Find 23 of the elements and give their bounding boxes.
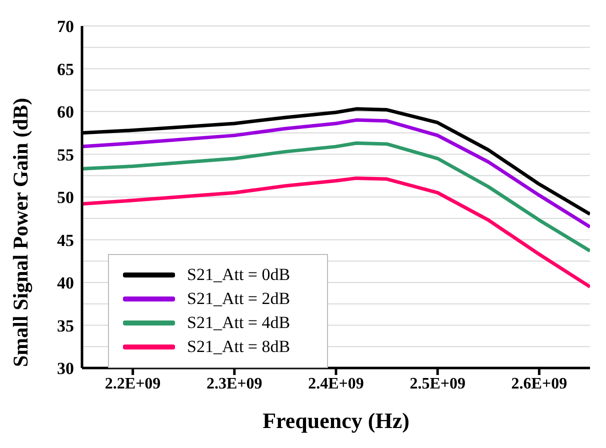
y-tick-label: 60 [57, 102, 74, 122]
x-tick-label: 2.4E+09 [308, 375, 364, 392]
x-tick-label: 2.5E+09 [410, 375, 466, 392]
y-tick-label: 50 [57, 188, 74, 208]
y-tick-label: 55 [57, 145, 74, 164]
x-axis-title: Frequency (Hz) [262, 408, 410, 433]
x-tick-label: 2.6E+09 [511, 375, 568, 392]
y-tick-label: 30 [57, 359, 74, 378]
y-tick-label: 70 [57, 17, 74, 36]
y-tick-label: 35 [57, 316, 74, 336]
y-tick-label: 45 [57, 230, 74, 250]
x-tick-label: 2.3E+09 [206, 375, 262, 392]
line-series [82, 176, 590, 289]
legend-label: S21_Att = 8dB [187, 336, 290, 358]
line-series [82, 118, 590, 229]
y-tick-label: 40 [57, 274, 74, 293]
y-axis-title: Small Signal Power Gain (dB) [8, 98, 32, 367]
legend-label: S21_Att = 2dB [187, 288, 290, 310]
x-tick-label: 2.2E+09 [104, 375, 161, 392]
line-series [82, 141, 590, 253]
y-tick-label: 65 [57, 60, 74, 79]
legend-label: S21_Att = 0dB [187, 264, 290, 286]
legend-label: S21_Att = 4dB [187, 312, 290, 334]
